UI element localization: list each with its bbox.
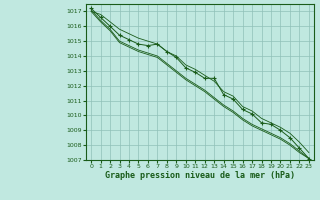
X-axis label: Graphe pression niveau de la mer (hPa): Graphe pression niveau de la mer (hPa) <box>105 171 295 180</box>
